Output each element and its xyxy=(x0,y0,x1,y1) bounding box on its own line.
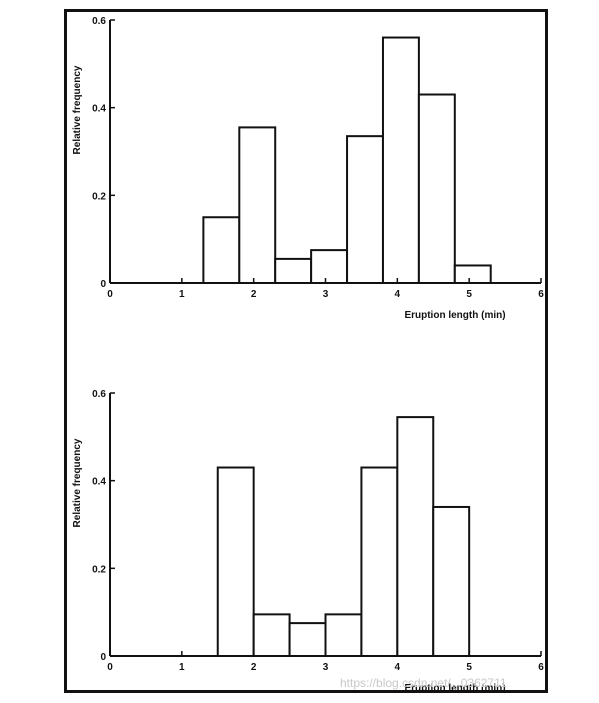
histogram-bar xyxy=(346,135,384,284)
y-tick-label: 0.2 xyxy=(92,191,106,202)
histogram-panel-2: 0 1 2 3 4 5 6 0 0.2 0.4 0.6 Eruption length (min) Re… xyxy=(72,389,544,694)
x-axis-title: Eruption length (min) xyxy=(404,310,505,321)
x-tick-label: 3 xyxy=(323,662,329,673)
histogram-bar xyxy=(396,416,435,657)
x-tick-label: 5 xyxy=(466,289,472,300)
x-axis-title: Eruption length (min) xyxy=(404,683,505,694)
y-tick-label: 0.6 xyxy=(92,16,106,27)
histogram-bar xyxy=(453,264,492,285)
histogram-bar xyxy=(288,622,327,657)
histogram-bar xyxy=(324,613,363,658)
x-tick-label: 6 xyxy=(538,662,544,673)
histogram-panel-1: 0 1 2 3 4 5 6 0 0.2 0.4 0.6 Eruption length (min) Re… xyxy=(72,16,544,321)
y-tick-label: 0.2 xyxy=(92,564,106,575)
histogram-bar xyxy=(252,613,291,658)
histogram-bar xyxy=(417,93,456,285)
histogram-bar xyxy=(432,505,471,658)
histogram-bar xyxy=(202,216,241,284)
x-tick-label: 4 xyxy=(395,662,401,673)
x-tick-label: 4 xyxy=(395,289,401,300)
y-tick-label: 0.6 xyxy=(92,389,106,400)
x-tick-label: 0 xyxy=(107,289,113,300)
y-tick-label: 0 xyxy=(100,652,106,663)
y-tick-label: 0 xyxy=(100,279,106,290)
x-tick-label: 1 xyxy=(179,662,185,673)
histogram-bar xyxy=(274,257,313,284)
x-tick-label: 5 xyxy=(466,662,472,673)
y-tick-label: 0.4 xyxy=(92,104,106,115)
x-tick-label: 2 xyxy=(251,662,257,673)
histogram-bar xyxy=(238,126,277,285)
histogram-bar xyxy=(310,249,349,284)
x-tick-label: 0 xyxy=(107,662,113,673)
histogram-bar xyxy=(360,466,399,657)
y-axis-title: Relative frequency xyxy=(72,65,83,154)
histogram-bar xyxy=(381,36,420,284)
x-tick-label: 3 xyxy=(323,289,329,300)
x-tick-label: 2 xyxy=(251,289,257,300)
y-tick-label: 0.4 xyxy=(92,477,106,488)
x-tick-label: 1 xyxy=(179,289,185,300)
y-axis-title: Relative frequency xyxy=(72,438,83,527)
histogram-bar xyxy=(216,466,255,657)
x-tick-label: 6 xyxy=(538,289,544,300)
watermark-text: https://blog.csdn.net/...0362711 xyxy=(340,676,507,690)
